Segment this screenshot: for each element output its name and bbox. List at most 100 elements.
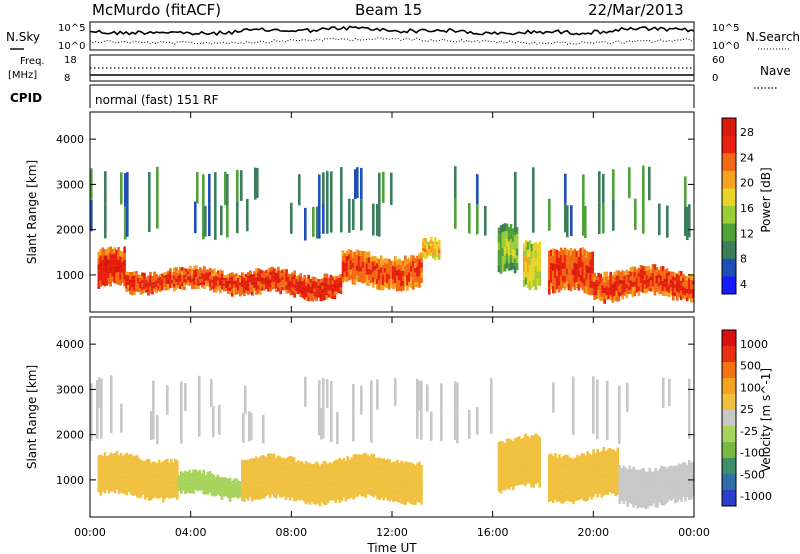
velocity-echo-cell (121, 468, 125, 475)
velocity-echo-cell (330, 481, 334, 488)
colorbar-tick-label: 24 (740, 151, 754, 164)
velocity-echo-cell (276, 474, 280, 482)
power-echo-cell (647, 265, 651, 271)
velocity-echo-cell (176, 486, 179, 494)
power-echo-cell (422, 251, 425, 255)
velocity-echo-cell (514, 478, 517, 486)
power-echo-cell (191, 271, 194, 276)
velocity-echo-cell (105, 473, 109, 479)
power-echo-cell (99, 249, 103, 256)
power-echo-cell (595, 283, 598, 288)
power-echo-cell (165, 275, 168, 279)
velocity-echo-cell (612, 478, 616, 487)
power-echo-cell (593, 290, 596, 296)
power-echo-cell (211, 279, 214, 283)
velocity-echo-cell (362, 482, 366, 490)
velocity-echo-cell (590, 491, 593, 500)
velocity-echo-cell (646, 490, 649, 497)
velocity-echo-cell (222, 493, 226, 497)
velocity-echo-cell (131, 482, 135, 490)
velocity-echo-cell (538, 462, 541, 471)
velocity-echo-cell (576, 470, 579, 478)
time-axis: 00:00 04:00 08:00 12:00 16:00 20:00 00:00 (74, 112, 710, 539)
velocity-echo-cell (236, 492, 240, 496)
power-echo-cell (259, 269, 262, 274)
velocity-echo-cell (664, 491, 667, 498)
velocity-echo-cell (294, 462, 298, 469)
power-echo-cell (563, 261, 567, 269)
power-echo-cell (679, 285, 683, 291)
velocity-echo-cell (133, 462, 137, 469)
velocity-echo-cell (640, 501, 643, 508)
power-echo-cell (257, 268, 260, 273)
velocity-echo-cell (499, 467, 503, 477)
velocity-echo-cell (200, 476, 203, 480)
power-echo-cell (406, 269, 409, 275)
velocity-echo-cell (236, 483, 240, 487)
velocity-echo-cell (642, 481, 645, 488)
velocity-echo-cell (312, 463, 316, 471)
velocity-echo-cell (143, 467, 147, 474)
power-echo-cell (418, 253, 421, 260)
power-echo-cell (585, 279, 589, 287)
velocity-echo-cell (336, 412, 339, 445)
power-echo-cell (285, 277, 288, 282)
power-echo-cell (325, 282, 329, 287)
power-echo-cell (649, 287, 653, 292)
velocity-echo-cell (614, 466, 618, 474)
velocity-echo-cell (556, 494, 559, 503)
power-echo-cell (135, 270, 138, 275)
velocity-echo-cell (176, 493, 179, 500)
velocity-echo-cell (336, 466, 340, 473)
colorbar-swatch (722, 241, 736, 260)
velocity-echo-cell (216, 477, 220, 482)
velocity-echo-cell (372, 461, 375, 469)
power-echo-cell (171, 274, 174, 278)
power-echo-cell (571, 274, 575, 281)
velocity-echo-cell (526, 467, 529, 476)
velocity-echo-cell (416, 378, 419, 409)
power-echo-cell (571, 262, 575, 269)
power-echo-cell (619, 292, 623, 297)
velocity-echo-cell (330, 411, 333, 442)
power-echo-cell (386, 263, 389, 269)
velocity-echo-cell (328, 462, 332, 469)
power-echo-cell (233, 291, 236, 295)
power-echo-cell (263, 271, 266, 275)
power-echo-cell (249, 282, 252, 287)
velocity-echo-cell (164, 472, 167, 480)
velocity-echo-cell (350, 470, 354, 478)
power-echo-cell (289, 291, 292, 296)
power-echo-cell (631, 276, 635, 282)
power-echo-cell (257, 272, 260, 277)
power-echo-cell (377, 269, 381, 275)
velocity-echo-cell (266, 460, 270, 468)
power-echo-cell (692, 298, 695, 303)
velocity-echo-cell (157, 466, 161, 473)
power-echo-cell (197, 282, 200, 286)
velocity-echo-cell (568, 479, 571, 487)
power-echo-cell (354, 169, 357, 199)
velocity-echo-cell (608, 470, 611, 478)
power-echo-cell (245, 273, 248, 278)
velocity-echo-cell (416, 489, 419, 496)
velocity-echo-cell (99, 454, 103, 462)
power-echo-cell (331, 280, 335, 284)
power-echo-cell (587, 252, 590, 260)
velocity-echo-cell (133, 455, 137, 463)
velocity-echo-cell (692, 462, 695, 468)
velocity-echo-cell (286, 463, 290, 471)
velocity-echo-cell (286, 470, 290, 478)
power-echo-cell (307, 283, 310, 288)
velocity-echo-cell (306, 476, 310, 483)
velocity-echo-cell (320, 470, 324, 477)
velocity-echo-cell (490, 378, 493, 406)
power-echo-cell (201, 281, 204, 285)
power-echo-cell (263, 287, 266, 291)
velocity-echo-cell (243, 460, 246, 468)
velocity-echo-cell (266, 467, 270, 475)
power-echo-cell (497, 227, 501, 236)
power-echo-cell (181, 270, 184, 275)
power-echo-cell (383, 277, 387, 283)
